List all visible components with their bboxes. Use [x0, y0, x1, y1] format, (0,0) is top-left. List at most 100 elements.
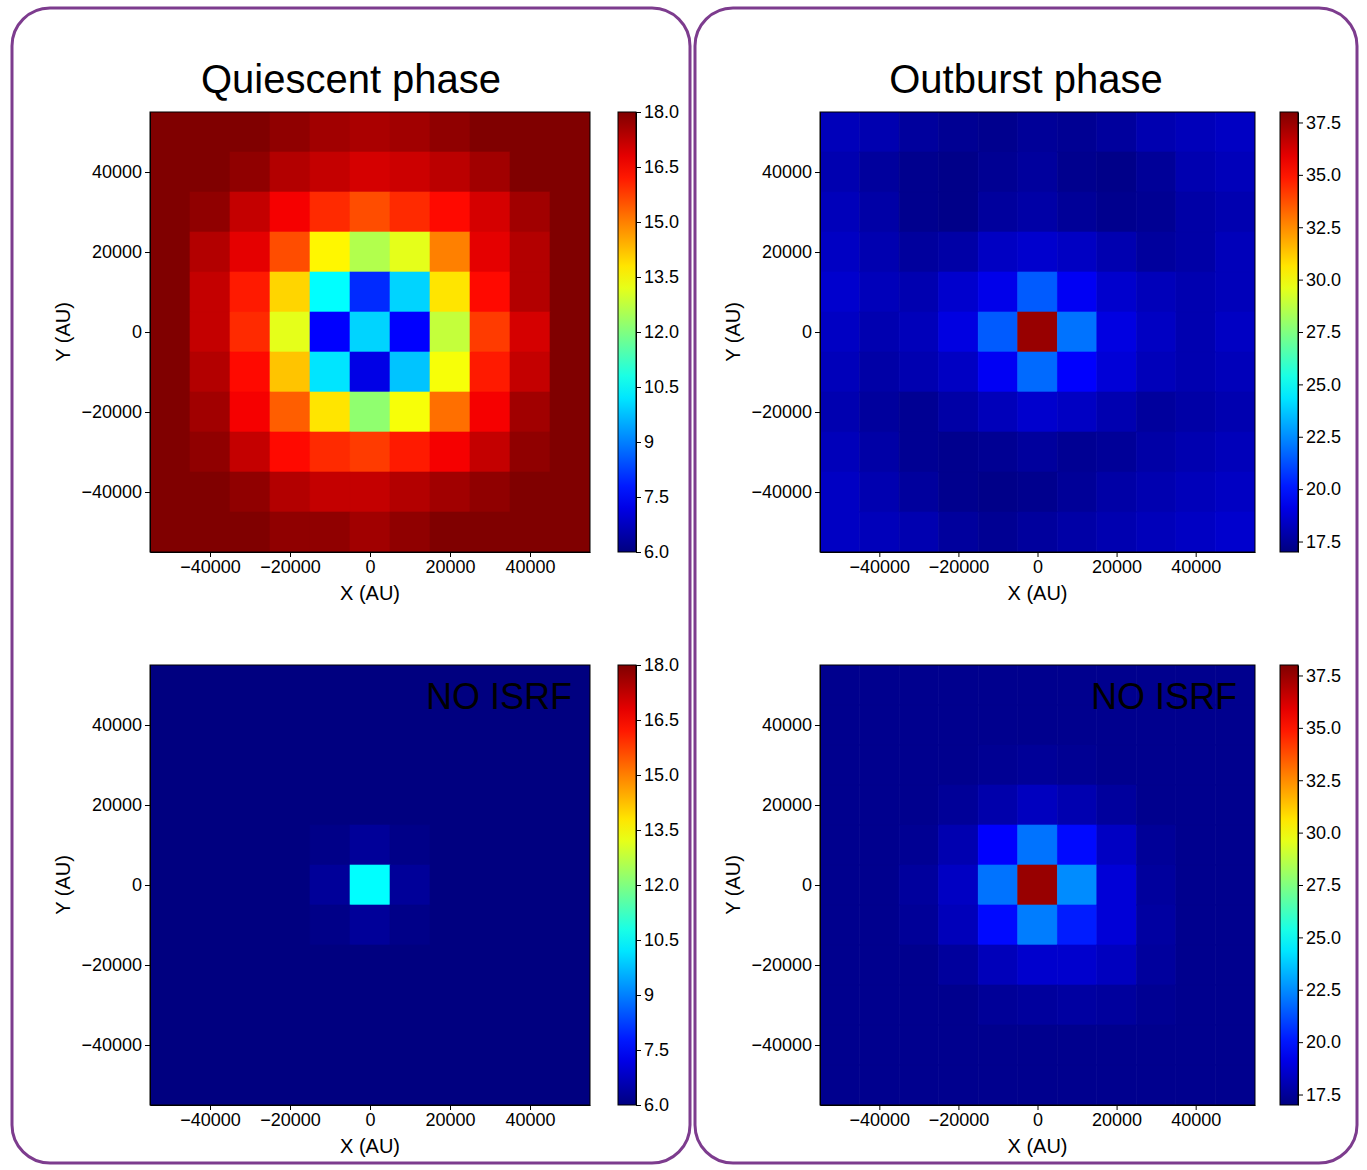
- figure: −40000−2000002000040000−40000−2000002000…: [0, 0, 1367, 1170]
- heat-cell: [150, 232, 190, 272]
- heat-cell: [860, 192, 900, 232]
- heat-cell: [1057, 352, 1097, 392]
- heat-cell: [939, 112, 979, 152]
- heat-cell: [978, 432, 1018, 472]
- heat-cell: [939, 392, 979, 432]
- heat-cell: [939, 472, 979, 512]
- colorbar-tick-mark: [1298, 833, 1303, 834]
- heat-cell: [150, 1025, 190, 1065]
- heat-cell: [1176, 825, 1216, 865]
- heat-cell: [899, 825, 939, 865]
- heat-cell: [310, 825, 350, 865]
- heat-cell: [310, 192, 350, 232]
- colorbar-tick: 17.5: [1298, 532, 1341, 552]
- x-tick: 0: [365, 1105, 375, 1130]
- heat-cell: [470, 272, 510, 312]
- heat-cell: [310, 985, 350, 1025]
- heat-cell: [270, 112, 310, 152]
- colorbar-tick-mark: [1298, 227, 1303, 228]
- heat-cell: [390, 945, 430, 985]
- colorbar-tick-label: 27.5: [1306, 875, 1341, 895]
- heat-cell: [1097, 905, 1137, 945]
- heat-cell: [820, 232, 860, 272]
- y-tick: 20000: [92, 795, 150, 815]
- heat-cell: [350, 472, 390, 512]
- x-tick-label: −40000: [180, 557, 241, 577]
- colorbar-tick: 9: [636, 985, 654, 1005]
- heat-cell: [150, 112, 190, 152]
- heat-cell: [1136, 865, 1176, 905]
- heat-cell: [230, 865, 270, 905]
- x-tick: −40000: [180, 1105, 241, 1130]
- heat-cell: [820, 985, 860, 1025]
- y-tick: 0: [802, 875, 820, 895]
- colorbar: [618, 112, 636, 552]
- heat-cell: [470, 865, 510, 905]
- heat-cell: [470, 232, 510, 272]
- heat-cell: [470, 312, 510, 352]
- heat-cell: [270, 745, 310, 785]
- heat-cell: [1176, 392, 1216, 432]
- heat-cell: [550, 945, 590, 985]
- heat-cell: [978, 232, 1018, 272]
- heat-cell: [230, 112, 270, 152]
- heat-cell: [470, 472, 510, 512]
- y-tick-mark: [145, 332, 150, 333]
- heat-cell: [430, 1065, 470, 1105]
- heat-cell: [939, 745, 979, 785]
- heatmap-panel: −40000−2000002000040000−40000−2000002000…: [52, 655, 679, 1157]
- y-tick-mark: [145, 412, 150, 413]
- heat-cell: [1097, 392, 1137, 432]
- heat-cell: [550, 985, 590, 1025]
- heat-cell: [1136, 745, 1176, 785]
- colorbar-tick: 6.0: [636, 1095, 669, 1115]
- heat-cell: [1057, 745, 1097, 785]
- cells: [150, 665, 590, 1105]
- y-tick-label: −40000: [751, 1035, 812, 1055]
- heat-cell: [190, 432, 230, 472]
- heat-cell: [230, 745, 270, 785]
- heat-cell: [1215, 392, 1255, 432]
- heat-cell: [1018, 705, 1058, 745]
- x-tick: −20000: [260, 1105, 321, 1130]
- heat-cell: [230, 1025, 270, 1065]
- x-tick: −40000: [180, 552, 241, 577]
- heat-cell: [150, 1065, 190, 1105]
- heat-cell: [430, 272, 470, 312]
- colorbar-tick: 27.5: [1298, 875, 1341, 895]
- heat-cell: [230, 1065, 270, 1105]
- y-tick-mark: [145, 492, 150, 493]
- heat-cell: [1215, 905, 1255, 945]
- heat-cell: [899, 705, 939, 745]
- heat-cell: [978, 392, 1018, 432]
- heat-cell: [510, 152, 550, 192]
- heat-cell: [270, 1025, 310, 1065]
- heat-cell: [510, 112, 550, 152]
- heat-cell: [978, 745, 1018, 785]
- heat-cell: [310, 745, 350, 785]
- y-tick-label: −40000: [81, 482, 142, 502]
- heat-cell: [150, 785, 190, 825]
- colorbar-tick-mark: [636, 112, 641, 113]
- heat-cell: [190, 905, 230, 945]
- colorbar-tick-label: 37.5: [1306, 113, 1341, 133]
- heat-cell: [550, 432, 590, 472]
- colorbar-tick: 9: [636, 432, 654, 452]
- heat-cell: [939, 1025, 979, 1065]
- heat-cell: [939, 785, 979, 825]
- y-tick-label: 40000: [762, 715, 812, 735]
- heat-cell: [1215, 312, 1255, 352]
- y-tick-mark: [815, 252, 820, 253]
- heat-cell: [350, 705, 390, 745]
- heat-cell: [190, 1025, 230, 1065]
- heat-cell: [430, 152, 470, 192]
- heat-cell: [978, 665, 1018, 705]
- heat-cell: [230, 432, 270, 472]
- heat-cell: [978, 512, 1018, 552]
- heat-cell: [550, 1065, 590, 1105]
- heat-cell: [430, 785, 470, 825]
- heat-cell: [939, 705, 979, 745]
- annotation: NO ISRF: [426, 676, 572, 717]
- x-tick-label: −20000: [260, 1110, 321, 1130]
- heat-cell: [860, 865, 900, 905]
